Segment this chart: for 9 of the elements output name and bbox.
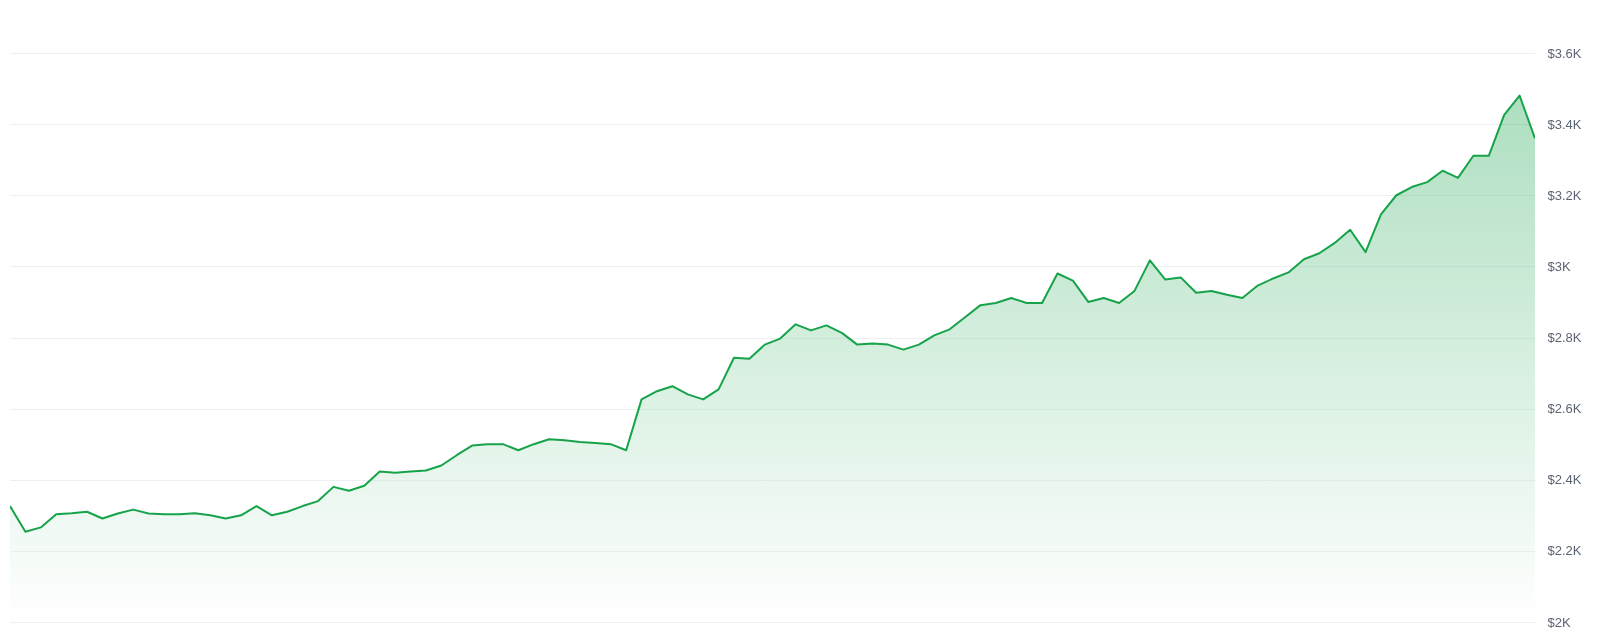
y-tick-label: $2.4K [1547,472,1582,488]
y-tick-label: $2.2K [1547,543,1582,559]
y-tick-label: $3.4K [1547,116,1582,132]
y-tick-label: $2.6K [1547,401,1582,417]
y-tick-label: $3.6K [1547,45,1582,61]
y-tick-label: $2.8K [1547,330,1582,345]
y-tick-label: $2K [1547,614,1571,630]
y-tick-label: $3.2K [1547,187,1582,203]
y-tick-label: $3K [1547,258,1571,274]
